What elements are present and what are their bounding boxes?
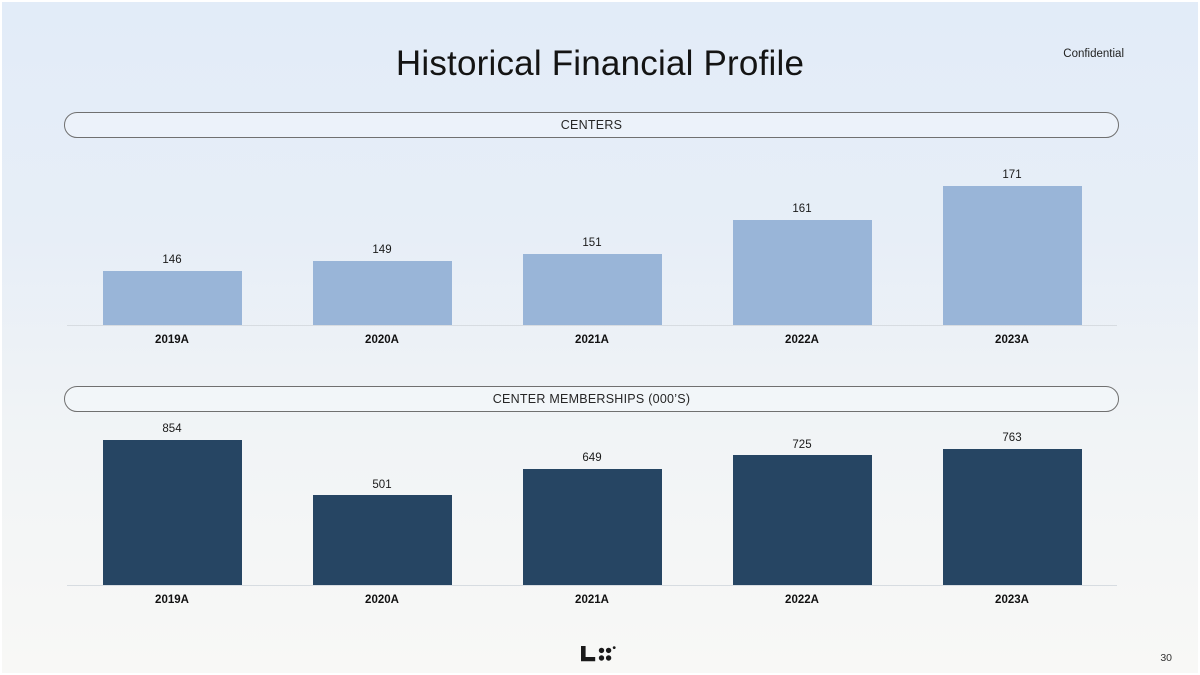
bar-value-label: 725 — [792, 438, 812, 451]
page-title: Historical Financial Profile — [395, 44, 805, 83]
bar — [102, 270, 242, 325]
x-axis-tick-label: 2022A — [785, 594, 819, 606]
x-axis-tick-label: 2021A — [575, 334, 609, 346]
x-axis-tick-label: 2021A — [575, 594, 609, 606]
bar-value-label: 146 — [162, 254, 182, 267]
bar-column: 725 — [697, 424, 907, 585]
bar-column: 171 — [907, 152, 1117, 325]
bar-column: 146 — [67, 152, 277, 325]
x-axis-tick-label: 2019A — [155, 594, 189, 606]
bar-column: 161 — [697, 152, 907, 325]
bar — [732, 219, 872, 325]
centers-title-banner: CENTERS — [64, 112, 1119, 138]
bar — [312, 495, 452, 585]
bar — [522, 468, 662, 585]
bar — [942, 448, 1082, 585]
bar-column: 501 — [277, 424, 487, 585]
memberships-bar-chart: 854 501 649 725 763 — [67, 423, 1117, 585]
confidential-label: Confidential — [1063, 48, 1124, 60]
centers-x-axis-line — [67, 325, 1117, 326]
bar — [102, 439, 242, 585]
bar-column: 763 — [907, 424, 1117, 585]
bar — [522, 253, 662, 325]
bar — [312, 260, 452, 325]
bar-column: 149 — [277, 152, 487, 325]
bar-value-label: 854 — [162, 423, 182, 435]
x-axis-tick-label: 2020A — [365, 594, 399, 606]
memberships-title-banner: CENTER MEMBERSHIPS (000’S) — [64, 386, 1119, 412]
bar-value-label: 501 — [372, 478, 392, 491]
centers-chart-title: CENTERS — [560, 118, 623, 132]
bar-value-label: 161 — [792, 203, 812, 216]
bar-column: 151 — [487, 152, 697, 325]
bar-column: 649 — [487, 424, 697, 585]
x-axis-tick-label: 2020A — [365, 334, 399, 346]
memberships-x-axis-line — [67, 585, 1117, 586]
x-axis-tick-label: 2023A — [995, 594, 1029, 606]
bar-column: 854 — [67, 423, 277, 585]
footer — [2, 645, 1198, 662]
bar-value-label: 171 — [1002, 169, 1022, 182]
bar — [732, 455, 872, 585]
x-axis-tick-label: 2022A — [785, 334, 819, 346]
x-axis-tick-label: 2019A — [155, 334, 189, 346]
memberships-chart-title: CENTER MEMBERSHIPS (000’S) — [492, 392, 691, 406]
x-axis-tick-label: 2023A — [995, 334, 1029, 346]
memberships-x-axis-labels: 2019A 2020A 2021A 2022A 2023A — [67, 594, 1117, 606]
bar-value-label: 649 — [582, 452, 602, 465]
centers-x-axis-labels: 2019A 2020A 2021A 2022A 2023A — [67, 334, 1117, 346]
page-number: 30 — [1160, 652, 1172, 664]
bar-value-label: 149 — [372, 244, 392, 257]
lifetime-logo-icon — [581, 646, 616, 662]
bar — [942, 185, 1082, 325]
bar-value-label: 763 — [1002, 432, 1022, 445]
centers-bar-chart: 146 149 151 161 171 — [67, 152, 1117, 325]
bar-value-label: 151 — [582, 237, 602, 250]
